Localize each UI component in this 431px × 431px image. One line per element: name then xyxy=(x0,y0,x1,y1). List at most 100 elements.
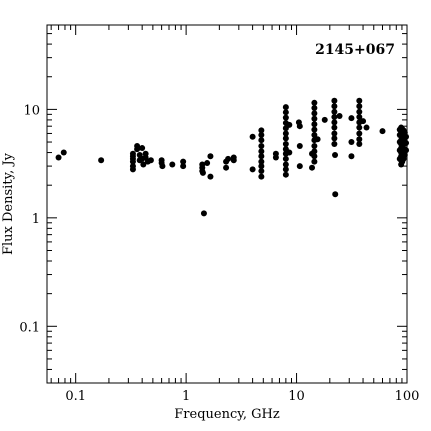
data-point xyxy=(258,148,265,155)
data-point xyxy=(356,108,363,115)
data-point xyxy=(282,130,289,137)
data-point xyxy=(314,136,321,143)
data-point xyxy=(331,124,338,131)
x-axis-title: Frequency, GHz xyxy=(174,407,280,422)
data-point xyxy=(309,164,316,171)
data-point xyxy=(282,171,289,178)
chart-title: 2145+067 xyxy=(315,42,395,58)
data-point xyxy=(258,153,265,160)
data-point xyxy=(282,135,289,142)
data-point xyxy=(98,157,105,164)
data-point xyxy=(140,161,147,168)
data-point xyxy=(258,158,265,165)
data-point xyxy=(60,149,67,156)
data-point xyxy=(282,114,289,121)
data-point xyxy=(311,126,318,133)
data-point xyxy=(331,114,338,121)
data-point xyxy=(332,191,339,198)
data-point xyxy=(199,169,206,176)
data-point xyxy=(356,97,363,104)
data-point xyxy=(401,151,408,158)
data-point xyxy=(180,163,187,170)
data-point xyxy=(321,116,328,123)
data-point xyxy=(331,119,338,126)
data-point xyxy=(134,142,141,149)
data-point xyxy=(129,163,136,170)
data-point xyxy=(363,124,370,131)
data-point xyxy=(403,139,410,146)
data-point xyxy=(55,154,62,161)
data-point xyxy=(207,153,214,160)
data-point xyxy=(311,132,318,139)
y-tick-label: 1 xyxy=(32,212,40,227)
data-point xyxy=(311,142,318,149)
data-point xyxy=(360,118,367,125)
data-point xyxy=(147,157,154,164)
data-point xyxy=(336,112,343,119)
data-point xyxy=(379,128,386,135)
y-tick-label: 10 xyxy=(23,103,40,118)
data-point xyxy=(331,130,338,137)
data-point xyxy=(207,173,214,180)
data-point xyxy=(258,163,265,170)
data-point xyxy=(356,136,363,143)
data-point xyxy=(204,160,211,167)
data-point xyxy=(258,132,265,139)
y-axis-ticks xyxy=(47,24,407,384)
data-point xyxy=(348,139,355,146)
data-point xyxy=(282,104,289,111)
data-point xyxy=(223,164,230,171)
y-axis-tick-labels: 0.1 1 10 xyxy=(19,103,40,335)
data-point xyxy=(180,158,187,165)
x-tick-label: 10 xyxy=(288,389,305,404)
data-point xyxy=(139,145,146,152)
data-point xyxy=(159,163,166,170)
data-point xyxy=(356,130,363,137)
data-point xyxy=(331,140,338,147)
data-point xyxy=(348,115,355,122)
data-point xyxy=(258,168,265,175)
data-point xyxy=(348,153,355,160)
data-point xyxy=(331,103,338,110)
data-point xyxy=(282,161,289,168)
data-point xyxy=(331,97,338,104)
data-point xyxy=(311,99,318,106)
data-point xyxy=(258,173,265,180)
data-point xyxy=(311,105,318,111)
data-point xyxy=(311,115,318,122)
data-point xyxy=(282,166,289,173)
y-axis-title: Flux Density, Jy xyxy=(1,152,16,255)
data-point xyxy=(296,123,303,130)
data-point xyxy=(258,142,265,149)
data-point xyxy=(272,154,279,161)
data-point xyxy=(282,155,289,162)
data-point xyxy=(356,140,363,147)
data-point xyxy=(331,108,338,115)
data-points xyxy=(55,97,410,217)
x-tick-label: 1 xyxy=(182,389,190,404)
data-point xyxy=(258,127,265,134)
x-axis-ticks xyxy=(50,25,408,383)
x-axis-tick-labels: 0.1 1 10 100 xyxy=(65,389,419,404)
x-tick-label: 0.1 xyxy=(65,389,86,404)
data-point xyxy=(403,147,410,154)
data-point xyxy=(258,137,265,144)
x-tick-label: 100 xyxy=(395,389,420,404)
data-point xyxy=(286,121,293,128)
data-point xyxy=(311,121,318,128)
data-point xyxy=(282,140,289,147)
data-point xyxy=(356,103,363,110)
data-point xyxy=(356,114,363,121)
data-point xyxy=(169,161,176,168)
data-point xyxy=(282,109,289,116)
data-point xyxy=(296,163,303,170)
y-tick-label: 0.1 xyxy=(19,320,40,335)
data-point xyxy=(309,150,316,157)
data-point xyxy=(311,158,318,165)
data-point xyxy=(129,150,136,157)
data-point xyxy=(225,155,232,162)
data-point xyxy=(332,151,339,158)
data-point xyxy=(230,154,237,161)
data-point xyxy=(356,124,363,131)
